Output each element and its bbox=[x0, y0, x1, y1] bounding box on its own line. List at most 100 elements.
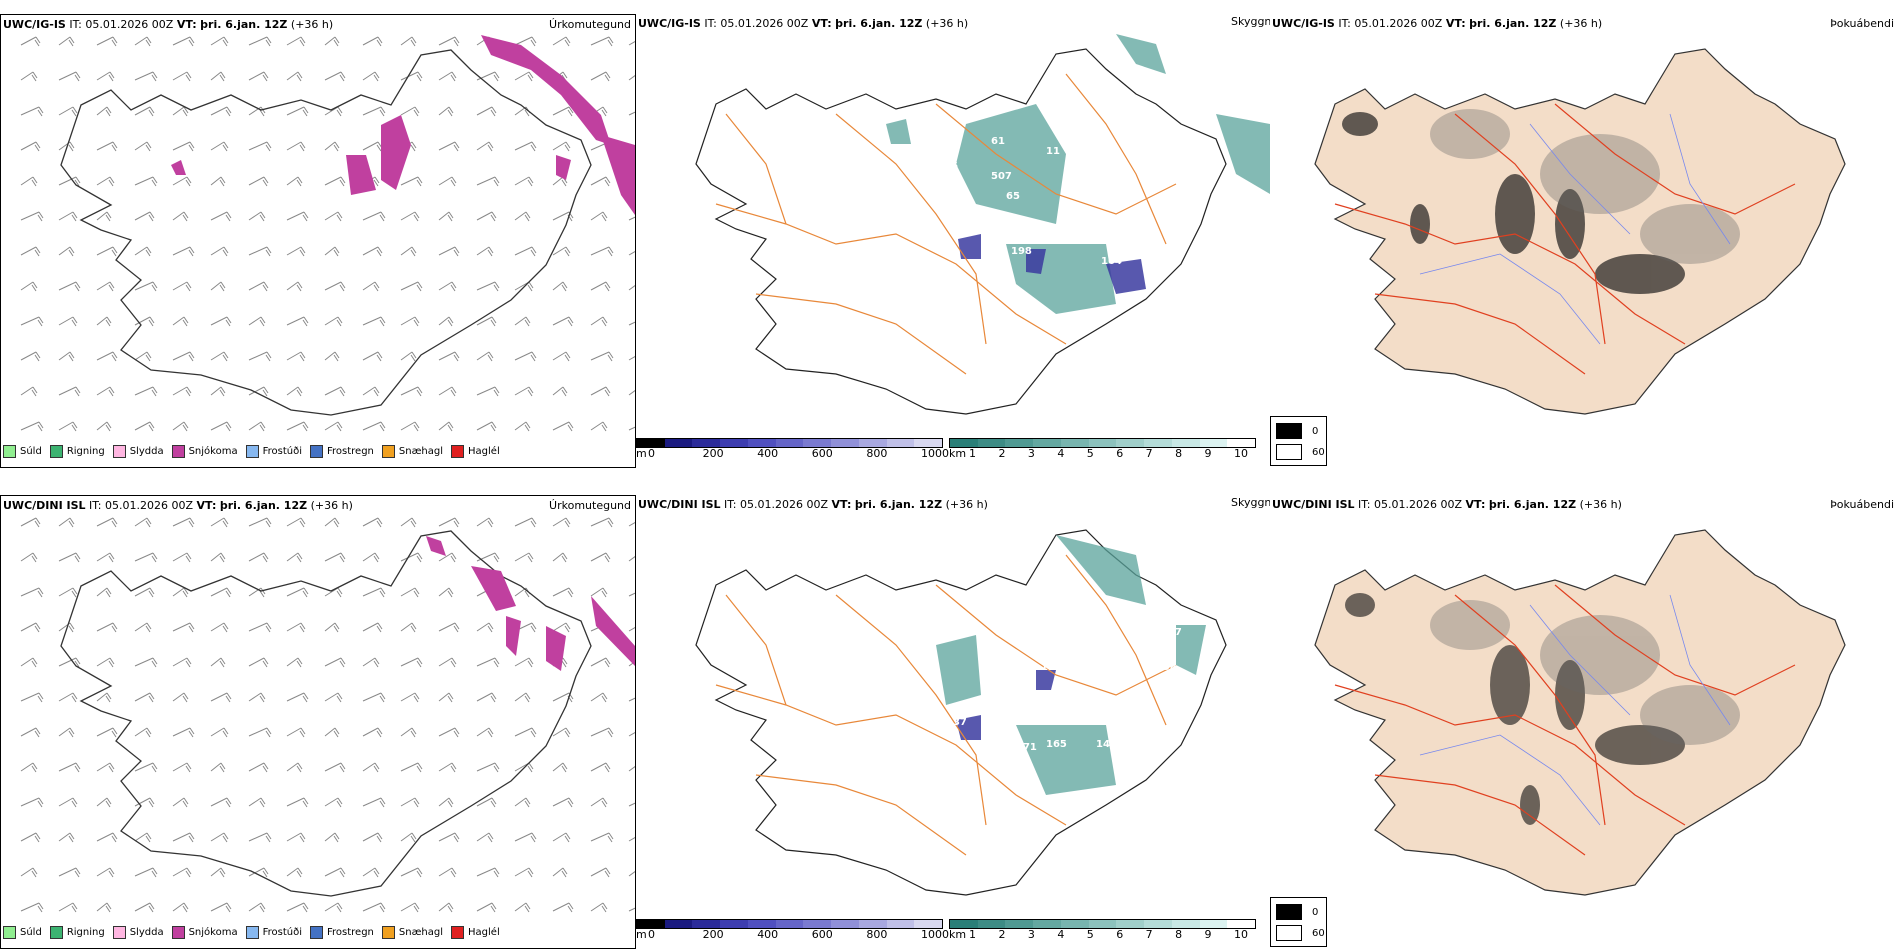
colorbar-tick-label: 6 bbox=[1116, 928, 1124, 941]
iceland-map bbox=[20, 35, 635, 432]
wind-barb bbox=[210, 421, 232, 432]
wind-barb bbox=[324, 657, 346, 668]
wind-barb bbox=[590, 517, 614, 528]
wind-barb bbox=[400, 386, 423, 397]
precip-legend-item: Snæhagl bbox=[381, 925, 443, 939]
wind-barb bbox=[134, 692, 155, 703]
panel-header: UWC/DINI ISL IT: 05.01.2026 00Z VT: þri.… bbox=[638, 498, 988, 511]
ceiling-value-label: 437 bbox=[1031, 236, 1052, 247]
wind-barb bbox=[172, 141, 195, 152]
wind-barb bbox=[552, 797, 574, 808]
wind-barb bbox=[96, 386, 115, 397]
wind-barb bbox=[286, 71, 303, 82]
precip-legend-item: Súld bbox=[3, 925, 42, 939]
visibility-unit: km bbox=[949, 447, 967, 460]
wind-barb bbox=[248, 867, 269, 878]
wind-barb bbox=[362, 762, 380, 773]
wind-barb bbox=[362, 386, 380, 397]
ceiling-value-label: 61 bbox=[991, 136, 1005, 147]
wind-barb bbox=[552, 517, 571, 528]
wind-barb bbox=[20, 141, 41, 152]
wind-barb bbox=[210, 71, 226, 82]
wind-barb bbox=[134, 867, 158, 878]
iceland-map bbox=[1314, 48, 1846, 415]
wind-barb bbox=[248, 797, 266, 808]
colorbar-tick-label: 8 bbox=[1175, 928, 1183, 941]
wind-barb bbox=[362, 692, 386, 703]
wind-barb bbox=[324, 316, 343, 327]
wind-barb bbox=[514, 587, 531, 598]
wind-barb bbox=[96, 902, 112, 913]
wind-barb bbox=[362, 587, 386, 598]
colorbar-segment bbox=[1060, 439, 1089, 447]
colorbar-segment bbox=[914, 439, 943, 447]
wind-barb bbox=[248, 176, 269, 187]
wind-barb bbox=[590, 657, 611, 668]
wind-barb bbox=[96, 351, 118, 362]
wind-barb bbox=[248, 351, 272, 362]
wind-barb bbox=[400, 587, 420, 598]
wind-barb bbox=[628, 216, 635, 221]
wind-barb bbox=[134, 106, 155, 117]
wind-barb bbox=[400, 281, 423, 292]
wind-barb bbox=[476, 902, 497, 913]
fog-panel-top: UWC/IG-IS IT: 05.01.2026 00Z VT: þri. 6.… bbox=[1270, 14, 1900, 466]
fog-legend-item: 0 bbox=[1276, 423, 1318, 439]
wind-barb bbox=[58, 762, 81, 773]
legend-swatch bbox=[3, 444, 16, 458]
wind-barb bbox=[172, 281, 192, 292]
wind-barb bbox=[20, 176, 38, 187]
wind-barb bbox=[362, 246, 383, 257]
colorbar-segment bbox=[1088, 920, 1117, 928]
wind-barb bbox=[248, 552, 269, 563]
wind-barb bbox=[172, 762, 192, 773]
wind-barb bbox=[134, 71, 158, 82]
wind-barb bbox=[134, 727, 152, 738]
wind-barb bbox=[172, 552, 192, 563]
wind-barb bbox=[134, 386, 158, 397]
wind-barb bbox=[514, 176, 534, 187]
colorbar-tick-label: 2 bbox=[998, 447, 1006, 460]
wind-barb bbox=[96, 517, 118, 528]
wind-barb bbox=[20, 421, 44, 432]
wind-barb bbox=[514, 902, 531, 913]
wind-barb bbox=[438, 727, 460, 738]
wind-barb bbox=[362, 351, 383, 362]
wind-barb bbox=[96, 622, 118, 633]
wind-barb bbox=[476, 351, 494, 362]
wind-barb bbox=[20, 832, 41, 843]
wind-barb bbox=[438, 176, 457, 187]
colorbar-segment bbox=[803, 920, 832, 928]
wind-barb bbox=[286, 386, 303, 397]
wind-barb bbox=[20, 587, 44, 598]
wind-barb bbox=[438, 71, 457, 82]
ceiling-value-label: 11 bbox=[1046, 146, 1060, 157]
wind-barb bbox=[172, 517, 195, 528]
panel-header: UWC/IG-IS IT: 05.01.2026 00Z VT: þri. 6.… bbox=[3, 18, 334, 31]
wind-barb bbox=[210, 762, 226, 773]
precip-legend-item: Haglél bbox=[451, 444, 500, 458]
wind-barb bbox=[324, 141, 340, 152]
colorbar-segment bbox=[1005, 920, 1034, 928]
ceiling-value-label: 65 bbox=[1006, 191, 1020, 202]
colorbar-segment bbox=[747, 439, 776, 447]
wind-barb bbox=[134, 657, 158, 668]
legend-swatch bbox=[49, 925, 63, 939]
wind-barb bbox=[590, 211, 608, 222]
wind-barb bbox=[286, 421, 309, 432]
wind-barb bbox=[324, 211, 343, 222]
wind-barb bbox=[362, 622, 383, 633]
wind-barb bbox=[172, 797, 189, 808]
wind-barb bbox=[590, 587, 608, 598]
wind-barb bbox=[210, 832, 229, 843]
fog-panel-bottom: UWC/DINI ISL IT: 05.01.2026 00Z VT: þri.… bbox=[1270, 495, 1900, 947]
wind-barb bbox=[96, 867, 115, 878]
wind-barb bbox=[476, 141, 494, 152]
wind-barb bbox=[134, 246, 152, 257]
precip-legend-item: Slydda bbox=[112, 925, 164, 939]
wind-barb bbox=[286, 692, 309, 703]
wind-barb bbox=[590, 176, 611, 187]
wind-barb bbox=[476, 421, 497, 432]
ceiling-colorbar-strip bbox=[636, 438, 943, 448]
wind-barb bbox=[552, 867, 568, 878]
